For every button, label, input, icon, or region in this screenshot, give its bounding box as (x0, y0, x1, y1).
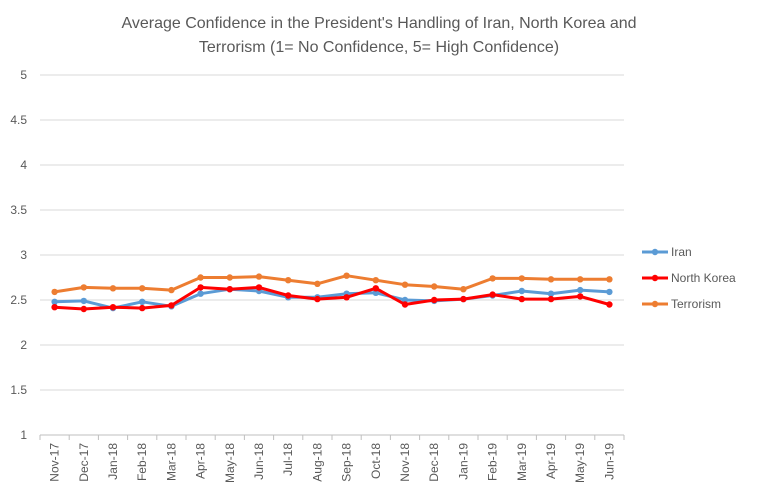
data-point-iran (518, 287, 525, 295)
data-point-terrorism (518, 275, 525, 282)
data-point-north-korea (372, 285, 379, 292)
data-point-north-korea (226, 286, 233, 293)
data-point-iran (197, 290, 204, 297)
legend-label-terrorism: Terrorism (671, 297, 721, 311)
x-tick-label: Apr-18 (194, 443, 208, 479)
data-point-terrorism (460, 286, 467, 293)
data-point-north-korea (51, 304, 58, 311)
data-point-north-korea (577, 293, 584, 300)
data-point-north-korea (314, 295, 321, 303)
data-point-terrorism (343, 272, 350, 279)
x-tick-label: Dec-18 (427, 443, 441, 482)
data-point-north-korea (489, 291, 496, 298)
data-point-terrorism (197, 274, 204, 281)
y-tick-label: 1.5 (10, 383, 27, 397)
x-tick-label: Mar-18 (164, 443, 178, 481)
data-point-terrorism (139, 285, 146, 292)
data-point-terrorism (547, 276, 555, 283)
y-tick-label: 2.5 (10, 293, 27, 307)
legend-marker-terrorism (651, 300, 659, 308)
data-point-terrorism (577, 276, 584, 283)
data-point-north-korea (109, 304, 117, 311)
chart-title-line-1: Average Confidence in the President's Ha… (121, 15, 636, 32)
x-tick-label: Feb-19 (486, 443, 500, 481)
data-point-terrorism (401, 281, 409, 288)
data-point-north-korea (80, 305, 88, 313)
x-tick-label: May-19 (573, 443, 587, 483)
data-point-north-korea (139, 304, 146, 312)
x-tick-label: Jan-19 (456, 443, 470, 480)
series-line-terrorism (54, 274, 610, 294)
legend-marker-north-korea (651, 274, 659, 282)
data-point-terrorism (255, 273, 263, 280)
legend: Iran North Korea Terrorism (642, 245, 736, 311)
y-tick-label: 2 (20, 338, 27, 352)
data-point-terrorism (489, 275, 496, 282)
data-point-north-korea (401, 301, 409, 308)
data-point-iran (547, 290, 555, 297)
data-point-terrorism (431, 283, 438, 290)
y-tick-label: 3 (20, 248, 27, 262)
y-tick-label: 5 (20, 68, 27, 82)
x-tick-label: Aug-18 (310, 443, 324, 482)
legend-label-iran: Iran (671, 245, 692, 259)
data-point-terrorism (80, 284, 88, 291)
y-tick-label: 4.5 (10, 113, 27, 127)
legend-marker-iran (651, 248, 659, 256)
data-point-terrorism (168, 286, 175, 294)
data-point-terrorism (226, 274, 233, 281)
data-point-north-korea (606, 301, 613, 308)
data-point-terrorism (314, 280, 321, 287)
y-tick-label: 1 (20, 428, 27, 442)
legend-label-north-korea: North Korea (671, 271, 736, 285)
data-point-terrorism (285, 277, 292, 284)
data-point-terrorism (372, 277, 379, 284)
data-point-terrorism (51, 288, 58, 296)
x-tick-label: Oct-18 (369, 443, 383, 479)
x-tick-label: Sep-18 (340, 443, 354, 482)
y-tick-label: 3.5 (10, 203, 27, 217)
data-point-north-korea (431, 296, 438, 304)
data-point-north-korea (197, 284, 204, 291)
x-tick-label: Nov-18 (398, 443, 412, 482)
data-point-terrorism (109, 285, 117, 292)
y-axis-ticks: 1 1.5 2 2.5 3 3.5 4 4.5 5 (10, 68, 27, 442)
data-point-north-korea (343, 294, 350, 301)
data-point-terrorism (606, 276, 613, 283)
series-line-north-korea (54, 285, 610, 311)
gridlines (40, 74, 624, 436)
series-line-iran (54, 287, 610, 310)
x-tick-label: Nov-17 (48, 443, 62, 482)
x-tick-label: May-18 (223, 443, 237, 483)
y-tick-label: 4 (20, 158, 27, 172)
x-tick-label: Mar-19 (515, 443, 529, 481)
data-point-north-korea (518, 295, 525, 303)
data-point-north-korea (547, 295, 555, 303)
x-tick-label: Jan-18 (106, 443, 120, 480)
x-tick-label: Dec-17 (77, 443, 91, 482)
data-point-iran (139, 298, 146, 305)
data-point-iran (80, 297, 88, 305)
chart-title-line-2: Terrorism (1= No Confidence, 5= High Con… (199, 39, 559, 56)
data-point-north-korea (460, 295, 467, 303)
series-lines (51, 272, 613, 313)
data-point-iran (401, 296, 409, 304)
data-point-iran (577, 286, 584, 294)
x-tick-label: Jun-19 (602, 443, 616, 480)
data-point-north-korea (168, 302, 175, 309)
x-tick-label: Apr-19 (544, 443, 558, 479)
data-point-iran (372, 289, 379, 296)
data-point-north-korea (285, 292, 292, 299)
x-tick-label: Feb-18 (135, 443, 149, 481)
x-tick-label: Jun-18 (252, 443, 266, 480)
data-point-iran (51, 298, 58, 305)
x-tick-label: Jul-18 (281, 443, 295, 476)
data-point-north-korea (255, 284, 263, 291)
x-axis-ticks: Nov-17 Dec-17 Jan-18 Feb-18 Mar-18 Apr-18 May-… (39, 435, 625, 483)
data-point-iran (606, 288, 613, 296)
